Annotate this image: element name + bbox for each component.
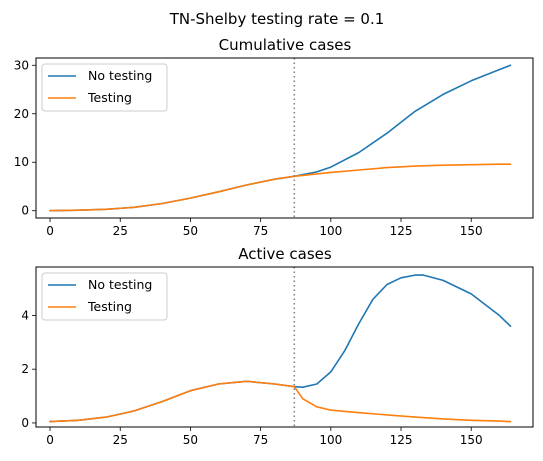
active-cases-ytick-label: 2 xyxy=(21,362,29,376)
cumulative-cases-series-testing xyxy=(49,163,512,212)
figure-suptitle: TN-Shelby testing rate = 0.1 xyxy=(169,10,385,28)
cumulative-cases-xtick-label: 75 xyxy=(253,224,268,238)
active-cases-xtick-label: 125 xyxy=(390,433,413,447)
cumulative-cases-axes-frame xyxy=(35,57,534,219)
active-cases-xtick-label: 75 xyxy=(253,433,268,447)
cumulative-cases-xtick-label: 50 xyxy=(183,224,198,238)
cumulative-cases-panel: Cumulative cases 0 25 50 75 100 125 150 0 10 20 30… xyxy=(14,36,534,238)
active-cases-series-testing xyxy=(49,380,512,423)
active-cases-xtick-label: 0 xyxy=(46,433,54,447)
active-cases-axes-frame xyxy=(35,266,534,428)
active-cases-xtick-label: 100 xyxy=(319,433,342,447)
cumulative-cases-ytick-label: 10 xyxy=(14,155,29,169)
cumulative-cases-xtick-label: 0 xyxy=(46,224,54,238)
cumulative-cases-xtick-label: 150 xyxy=(460,224,483,238)
cumulative-cases-xtick-label: 125 xyxy=(390,224,413,238)
active-cases-legend: No testing Testing xyxy=(41,272,168,321)
legend-label-testing: Testing xyxy=(87,90,132,105)
cumulative-cases-title: Cumulative cases xyxy=(219,36,352,54)
active-cases-panel: Active cases 0 25 50 75 100 125 150 0 2 4 No test… xyxy=(21,245,534,447)
active-cases-ytick-label: 4 xyxy=(21,308,29,322)
cumulative-cases-legend: No testing Testing xyxy=(41,63,168,112)
cumulative-cases-ytick-label: 30 xyxy=(14,58,29,72)
active-cases-ytick-label: 0 xyxy=(21,416,29,430)
cumulative-cases-ytick-label: 0 xyxy=(21,204,29,218)
cumulative-cases-xtick-label: 100 xyxy=(319,224,342,238)
cumulative-cases-xtick-label: 25 xyxy=(113,224,128,238)
active-cases-xtick-label: 25 xyxy=(113,433,128,447)
legend-label-no-testing: No testing xyxy=(88,277,152,292)
active-cases-xtick-label: 50 xyxy=(183,433,198,447)
active-cases-title: Active cases xyxy=(238,245,332,263)
legend-label-no-testing: No testing xyxy=(88,68,152,83)
legend-label-testing: Testing xyxy=(87,299,132,314)
cumulative-cases-ytick-label: 20 xyxy=(14,107,29,121)
active-cases-xtick-label: 150 xyxy=(460,433,483,447)
